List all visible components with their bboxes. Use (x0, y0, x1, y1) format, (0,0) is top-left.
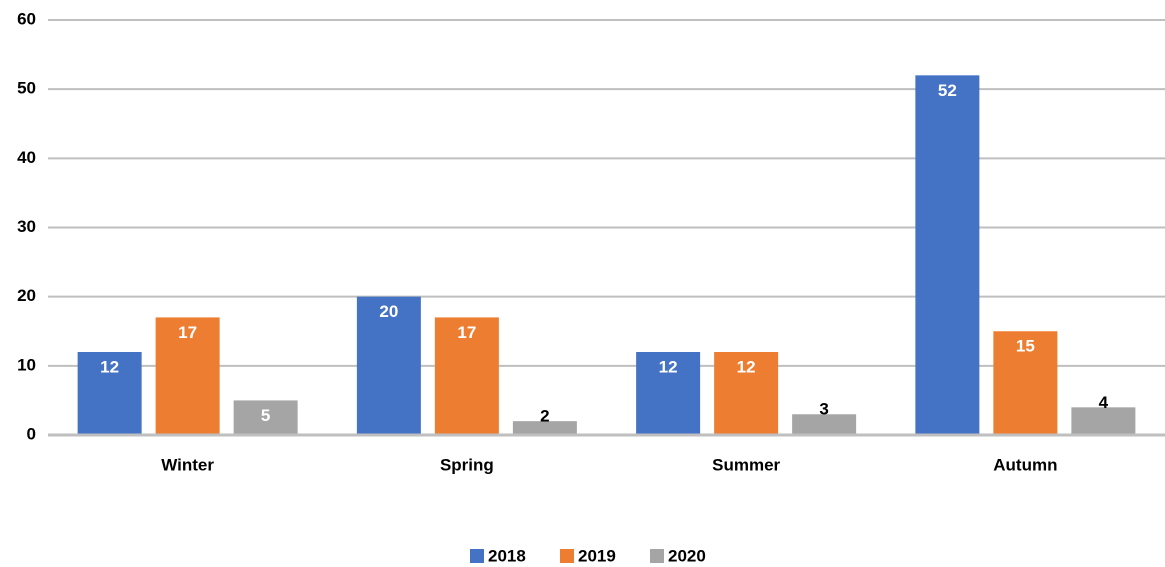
bar (993, 331, 1058, 435)
data-label: 3 (819, 400, 828, 419)
bar (434, 317, 499, 435)
x-tick-label: Autumn (993, 455, 1057, 474)
bar (792, 414, 857, 435)
legend-label: 2018 (488, 546, 526, 565)
y-tick-label: 10 (17, 355, 36, 374)
legend-label: 2019 (578, 546, 616, 565)
legend: 2018 2019 2020 (470, 546, 706, 565)
bar (356, 296, 421, 435)
y-tick-label: 0 (27, 424, 36, 443)
data-label: 4 (1099, 393, 1109, 412)
x-tick-label: Spring (440, 455, 494, 474)
legend-label: 2020 (668, 546, 706, 565)
data-label: 12 (659, 357, 678, 376)
bar (77, 352, 142, 435)
x-tick-label: Winter (161, 455, 214, 474)
data-label: 12 (737, 357, 756, 376)
data-label: 2 (540, 407, 549, 426)
y-tick-label: 40 (17, 148, 36, 167)
legend-swatch (650, 549, 664, 563)
x-tick-label: Summer (712, 455, 780, 474)
bar (155, 317, 220, 435)
legend-swatch (470, 549, 484, 563)
legend-swatch (560, 549, 574, 563)
bar (714, 352, 779, 435)
y-tick-label: 50 (17, 79, 36, 98)
data-label: 12 (100, 357, 119, 376)
y-tick-label: 30 (17, 217, 36, 236)
bar (233, 400, 298, 435)
data-label: 17 (457, 323, 476, 342)
bar (512, 421, 577, 435)
data-label: 15 (1016, 337, 1035, 356)
bar (1071, 407, 1136, 435)
data-label: 17 (178, 323, 197, 342)
y-tick-label: 20 (17, 286, 36, 305)
data-label: 52 (938, 81, 957, 100)
data-label: 5 (261, 406, 270, 425)
bar (915, 75, 980, 435)
y-tick-label: 60 (17, 9, 36, 28)
data-label: 20 (379, 302, 398, 321)
bar (636, 352, 701, 435)
